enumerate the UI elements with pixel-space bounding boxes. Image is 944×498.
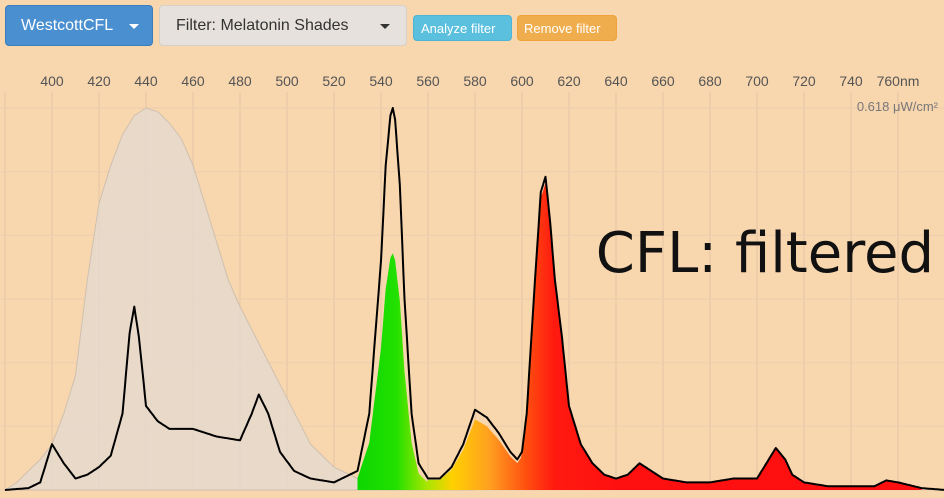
y-max-label: 0.618 μW/cm² <box>857 99 939 114</box>
light-source-dropdown[interactable]: WestcottCFL <box>5 5 153 46</box>
x-tick-label: 740 <box>839 73 863 89</box>
x-tick-label: 700 <box>745 73 769 89</box>
x-tick-label: 720 <box>792 73 816 89</box>
x-tick-label: 540 <box>369 73 393 89</box>
source-spectrum-line <box>4 107 944 491</box>
chart-annotation: CFL: filtered <box>596 221 934 286</box>
x-tick-label: 680 <box>698 73 722 89</box>
remove-filter-button[interactable]: Remove filter <box>517 15 617 41</box>
x-tick-label: 600 <box>510 73 534 89</box>
toolbar: WestcottCFL Filter: Melatonin Shades Ana… <box>0 0 944 52</box>
x-tick-labels: 400 420 440 460 480 500 520 540 560 580 600 620 640 6… <box>40 73 919 89</box>
x-tick-label: 520 <box>322 73 346 89</box>
x-tick-label: 640 <box>604 73 628 89</box>
x-tick-label: 660 <box>651 73 675 89</box>
x-tick-label: 760nm <box>877 73 920 89</box>
x-tick-label: 480 <box>228 73 252 89</box>
x-tick-label: 560 <box>416 73 440 89</box>
x-tick-label: 440 <box>134 73 158 89</box>
x-tick-label: 620 <box>557 73 581 89</box>
filtered-spectrum-series <box>357 183 922 490</box>
chevron-down-icon <box>380 24 390 29</box>
x-tick-label: 460 <box>181 73 205 89</box>
chevron-down-icon <box>129 24 139 29</box>
filter-dropdown[interactable]: Filter: Melatonin Shades <box>159 5 407 46</box>
x-tick-label: 580 <box>463 73 487 89</box>
filter-label: Filter: Melatonin Shades <box>176 16 349 34</box>
light-source-label: WestcottCFL <box>21 16 114 34</box>
filtered-spectrum-area <box>357 183 922 490</box>
x-tick-label: 500 <box>275 73 299 89</box>
x-tick-label: 400 <box>40 73 64 89</box>
x-tick-label: 420 <box>87 73 111 89</box>
analyze-filter-button[interactable]: Analyze filter <box>413 15 512 41</box>
source-spectrum-series <box>4 107 944 491</box>
